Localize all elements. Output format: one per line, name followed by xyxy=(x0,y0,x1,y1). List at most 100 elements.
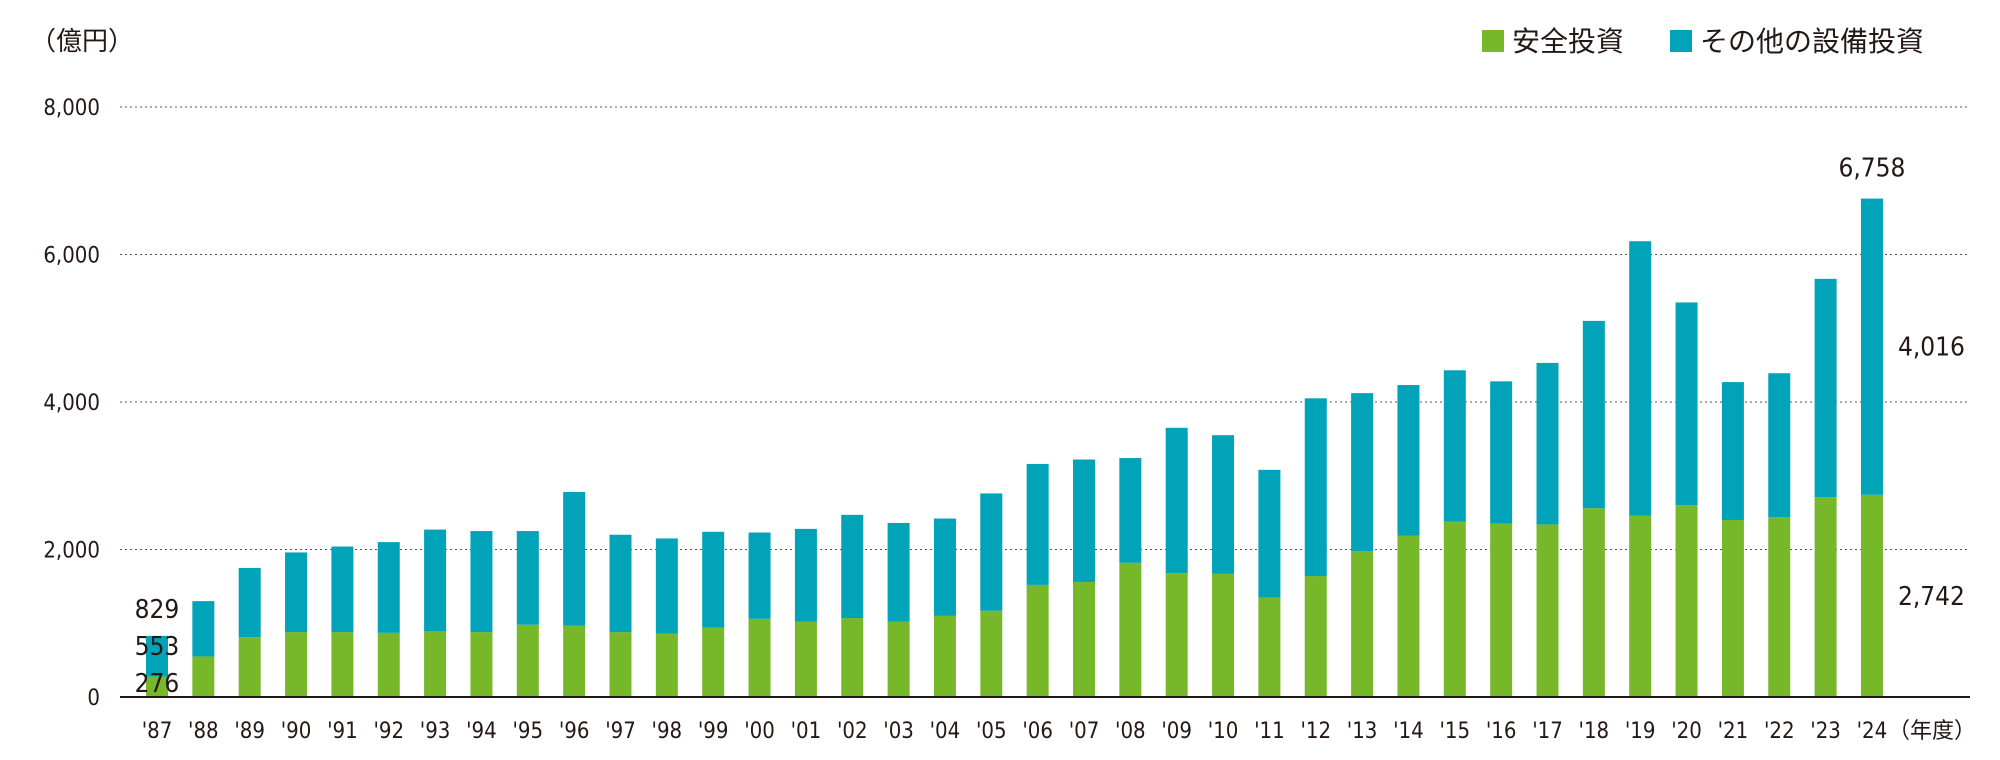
bar-safety-93 xyxy=(424,631,447,697)
y-tick-label: 4,000 xyxy=(43,391,100,416)
bar-other-95 xyxy=(516,531,539,625)
bar-safety-14 xyxy=(1397,535,1420,697)
bar-other-87 xyxy=(146,635,168,677)
x-category-label: '98 xyxy=(652,719,683,744)
bar-other-18 xyxy=(1582,320,1605,509)
x-category-label: '02 xyxy=(837,719,868,744)
bar-other-94 xyxy=(470,531,493,633)
bar-safety-91 xyxy=(331,632,354,697)
x-category-label: '22 xyxy=(1764,719,1795,744)
bar-safety-17 xyxy=(1536,524,1559,697)
bar-safety-21 xyxy=(1721,520,1744,697)
bar-other-12 xyxy=(1304,398,1327,577)
bar-other-20 xyxy=(1675,302,1698,506)
x-category-label: '21 xyxy=(1718,719,1749,744)
bar-safety-87 xyxy=(146,676,168,697)
x-category-label: '94 xyxy=(466,719,497,744)
bar-safety-07 xyxy=(1073,581,1095,697)
bar-other-24 xyxy=(1860,198,1883,495)
bar-safety-12 xyxy=(1304,576,1327,697)
x-category-label: '19 xyxy=(1625,719,1656,744)
bar-other-90 xyxy=(285,552,308,633)
bar-other-97 xyxy=(609,534,632,633)
bar-safety-89 xyxy=(238,637,261,697)
x-category-label: '09 xyxy=(1161,719,1192,744)
bar-safety-19 xyxy=(1629,515,1652,697)
bar-safety-99 xyxy=(702,627,725,697)
bar-safety-20 xyxy=(1675,505,1698,697)
bar-safety-97 xyxy=(609,632,632,697)
bar-safety-03 xyxy=(887,621,910,697)
bar-other-06 xyxy=(1026,463,1049,585)
bar-other-89 xyxy=(238,567,261,638)
x-category-label: '92 xyxy=(373,719,404,744)
x-category-label: '16 xyxy=(1486,719,1517,744)
bar-other-04 xyxy=(933,518,956,616)
data-label-2024-total: 6,758 xyxy=(1838,154,1905,184)
x-category-label: '00 xyxy=(744,719,775,744)
bar-safety-11 xyxy=(1258,597,1281,697)
bar-other-21 xyxy=(1721,382,1744,520)
bar-safety-23 xyxy=(1814,497,1837,697)
bar-other-13 xyxy=(1351,393,1374,551)
bar-other-11 xyxy=(1258,469,1281,598)
x-category-label: '20 xyxy=(1671,719,1702,744)
bar-other-92 xyxy=(377,542,400,633)
x-category-label: '23 xyxy=(1810,719,1841,744)
y-axis-ticks: 0 2,000 4,000 6,000 8,000 xyxy=(43,96,100,711)
bar-safety-96 xyxy=(563,625,586,697)
x-category-label: '96 xyxy=(559,719,590,744)
bar-safety-98 xyxy=(655,633,678,697)
data-label-2024-safety: 2,742 xyxy=(1898,582,1965,612)
bar-other-16 xyxy=(1490,381,1513,524)
x-category-label: '91 xyxy=(327,719,358,744)
bar-other-07 xyxy=(1073,459,1095,582)
bar-safety-04 xyxy=(933,615,956,697)
bar-other-98 xyxy=(655,538,678,634)
bar-safety-18 xyxy=(1582,508,1605,697)
x-category-label: '11 xyxy=(1254,719,1285,744)
bar-other-00 xyxy=(748,532,771,619)
bar-other-96 xyxy=(563,491,586,626)
bar-other-17 xyxy=(1536,362,1559,525)
bar-other-05 xyxy=(980,493,1003,611)
bars xyxy=(146,198,1883,697)
x-category-label: '93 xyxy=(420,719,451,744)
x-category-label: '12 xyxy=(1300,719,1331,744)
x-category-label: '89 xyxy=(234,719,265,744)
data-label-1987-safety: 276 xyxy=(135,669,180,699)
bar-safety-15 xyxy=(1443,521,1466,697)
bar-safety-95 xyxy=(516,624,539,697)
bar-other-14 xyxy=(1397,385,1420,536)
bar-other-99 xyxy=(702,531,725,628)
legend-label-other: その他の設備投資 xyxy=(1700,25,1924,58)
data-label-1987-total: 829 xyxy=(135,595,180,625)
bar-safety-22 xyxy=(1768,517,1791,697)
bar-safety-16 xyxy=(1490,523,1513,697)
x-category-label: '95 xyxy=(512,719,543,744)
bar-other-09 xyxy=(1165,427,1188,574)
x-category-label: '99 xyxy=(698,719,729,744)
x-category-label: '03 xyxy=(883,719,914,744)
x-category-label: '01 xyxy=(791,719,822,744)
x-category-label: '13 xyxy=(1347,719,1378,744)
x-category-label: '10 xyxy=(1208,719,1239,744)
bar-other-08 xyxy=(1119,458,1142,563)
bar-other-02 xyxy=(841,514,864,619)
bar-safety-90 xyxy=(285,632,308,697)
bar-other-03 xyxy=(887,522,910,622)
x-category-label: '14 xyxy=(1393,719,1424,744)
x-category-label: '87 xyxy=(142,719,173,744)
bar-safety-00 xyxy=(748,618,771,697)
data-label-1987-other: 553 xyxy=(135,632,180,662)
bar-safety-24 xyxy=(1860,494,1883,697)
legend-swatch-safety xyxy=(1482,30,1504,52)
x-category-label: '18 xyxy=(1579,719,1610,744)
bar-other-10 xyxy=(1212,435,1235,574)
x-category-label: '08 xyxy=(1115,719,1146,744)
y-tick-label: 0 xyxy=(87,686,100,711)
x-category-label: '17 xyxy=(1532,719,1563,744)
bar-safety-88 xyxy=(192,656,215,697)
